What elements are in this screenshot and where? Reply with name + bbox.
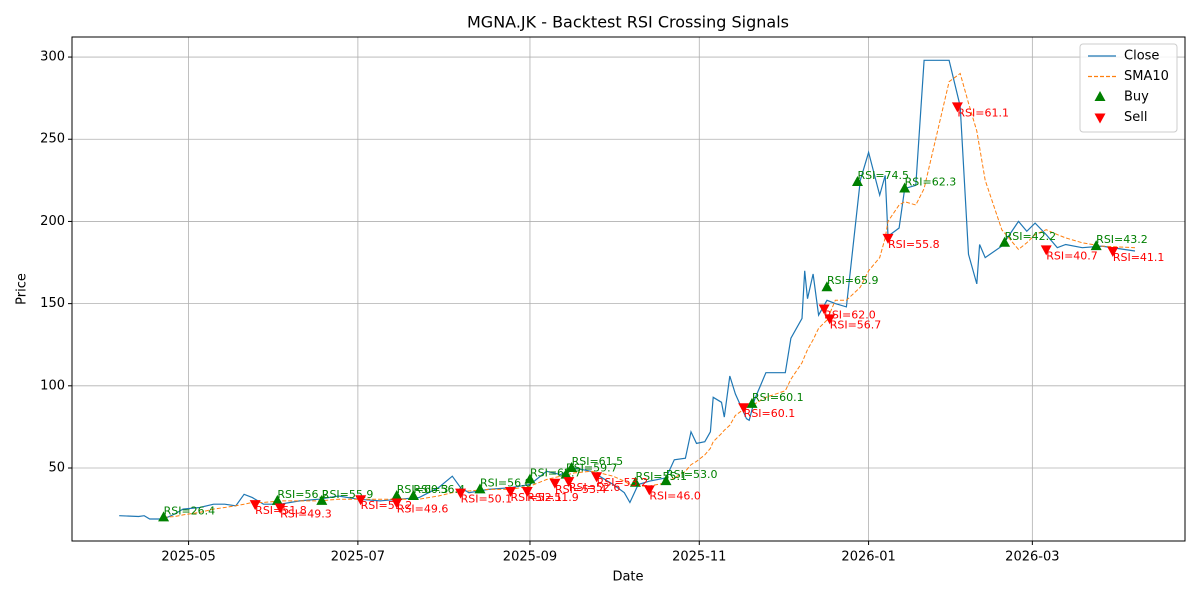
y-tick-label: 50 <box>48 461 65 476</box>
legend-label: SMA10 <box>1124 69 1169 84</box>
y-axis-label: Price <box>15 273 30 305</box>
signal-label: RSI=26.4 <box>164 504 216 517</box>
signal-marker <box>1090 240 1102 251</box>
legend: Close SMA10 Buy Sell <box>1079 43 1178 133</box>
signal-label: RSI=55.8 <box>888 238 940 251</box>
signal-marker <box>746 397 758 408</box>
signal-label: RSI=62.0 <box>824 309 876 322</box>
signal-marker <box>999 236 1011 247</box>
signal-marker <box>818 304 830 315</box>
signal-label: RSI=61.5 <box>572 455 624 468</box>
legend-label: Buy <box>1124 90 1149 105</box>
signal-marker <box>951 102 963 113</box>
signal-label: RSI=65.9 <box>827 274 879 287</box>
signal-label: RSI=46.0 <box>649 489 701 502</box>
signal-label: RSI=53.0 <box>666 468 718 481</box>
signal-label: RSI=49.6 <box>397 503 449 516</box>
y-tick-label: 100 <box>40 378 65 393</box>
signal-marker <box>521 487 533 498</box>
signal-label: RSI=49.3 <box>280 507 332 520</box>
signal-marker <box>474 483 486 494</box>
signal-label: RSI=52.1 <box>511 491 563 504</box>
signal-marker <box>643 485 655 496</box>
signal-label: RSI=60.1 <box>752 391 804 404</box>
signal-label: RSI=60.3 <box>397 483 449 496</box>
y-tick-label: 200 <box>40 214 65 229</box>
signal-marker <box>271 494 283 505</box>
signal-marker <box>563 477 575 488</box>
signal-marker <box>407 489 419 500</box>
signal-marker <box>158 511 170 522</box>
signal-marker <box>274 503 286 514</box>
legend-label: Sell <box>1124 110 1147 125</box>
chart-title: MGNA.JK - Backtest RSI Crossing Signals <box>467 13 789 32</box>
signal-label: RSI=43.2 <box>1096 233 1148 246</box>
legend-swatch <box>1094 113 1106 124</box>
signal-marker <box>899 182 911 193</box>
signal-marker <box>566 462 578 473</box>
signal-marker <box>1107 247 1119 258</box>
signal-label: RSI=59.7 <box>566 462 618 475</box>
x-tick-label: 2025-09 <box>503 550 557 565</box>
signal-label: RSI=61.1 <box>957 106 1009 119</box>
signal-label: RSI=52.6 <box>569 481 621 494</box>
signal-label: RSI=51.9 <box>527 491 579 504</box>
signal-marker <box>629 476 641 487</box>
signal-marker <box>455 488 467 499</box>
signal-marker <box>249 500 261 511</box>
legend-box <box>1079 43 1178 133</box>
x-tick-label: 2026-03 <box>1005 550 1059 565</box>
signal-label: RSI=60.1 <box>744 407 796 420</box>
signal-label: RSI=56.2 <box>277 488 329 501</box>
signal-marker <box>505 487 517 498</box>
signal-marker <box>591 472 603 483</box>
series-line <box>119 59 1136 520</box>
signal-label: RSI=53.2 <box>597 476 649 489</box>
signal-label: RSI=42.2 <box>1005 230 1057 243</box>
x-axis-label: Date <box>612 570 643 585</box>
plot-frame <box>71 36 1186 542</box>
signal-label: RSI=62.3 <box>905 176 957 189</box>
signal-label: RSI=50.1 <box>461 493 513 506</box>
signal-label: RSI=56.8 <box>480 476 532 489</box>
x-tick-label: 2026-01 <box>841 550 895 565</box>
signal-label: RSI=56.4 <box>413 483 465 496</box>
signal-label: RSI=55.1 <box>635 470 687 483</box>
signal-label: RSI=41.1 <box>1113 251 1165 264</box>
signal-marker <box>549 478 561 489</box>
signal-marker <box>391 498 403 509</box>
x-tick-label: 2025-05 <box>161 550 215 565</box>
legend-swatch <box>1094 91 1106 101</box>
y-tick-label: 300 <box>40 50 65 65</box>
x-tick-label: 2025-11 <box>672 550 726 565</box>
signal-marker <box>355 495 367 506</box>
y-tick-label: 250 <box>40 132 65 147</box>
signal-marker <box>1040 245 1052 256</box>
signal-marker <box>391 489 403 500</box>
signal-label: RSI=53.4 <box>555 483 607 496</box>
signal-label: RSI=56.7 <box>830 318 882 331</box>
signal-marker <box>738 403 750 414</box>
signal-marker <box>824 314 836 325</box>
signal-marker <box>882 233 894 244</box>
signal-label: RSI=74.5 <box>857 169 909 182</box>
signal-label: RSI=40.7 <box>1046 249 1098 262</box>
signal-marker <box>560 468 572 479</box>
x-tick-label: 2025-07 <box>331 550 385 565</box>
signal-marker <box>316 494 328 505</box>
signal-marker <box>851 175 863 186</box>
signal-marker <box>821 281 833 292</box>
signal-marker <box>660 475 672 486</box>
legend-label: Close <box>1124 49 1159 64</box>
y-tick-label: 150 <box>40 296 65 311</box>
signal-marker <box>524 473 536 484</box>
